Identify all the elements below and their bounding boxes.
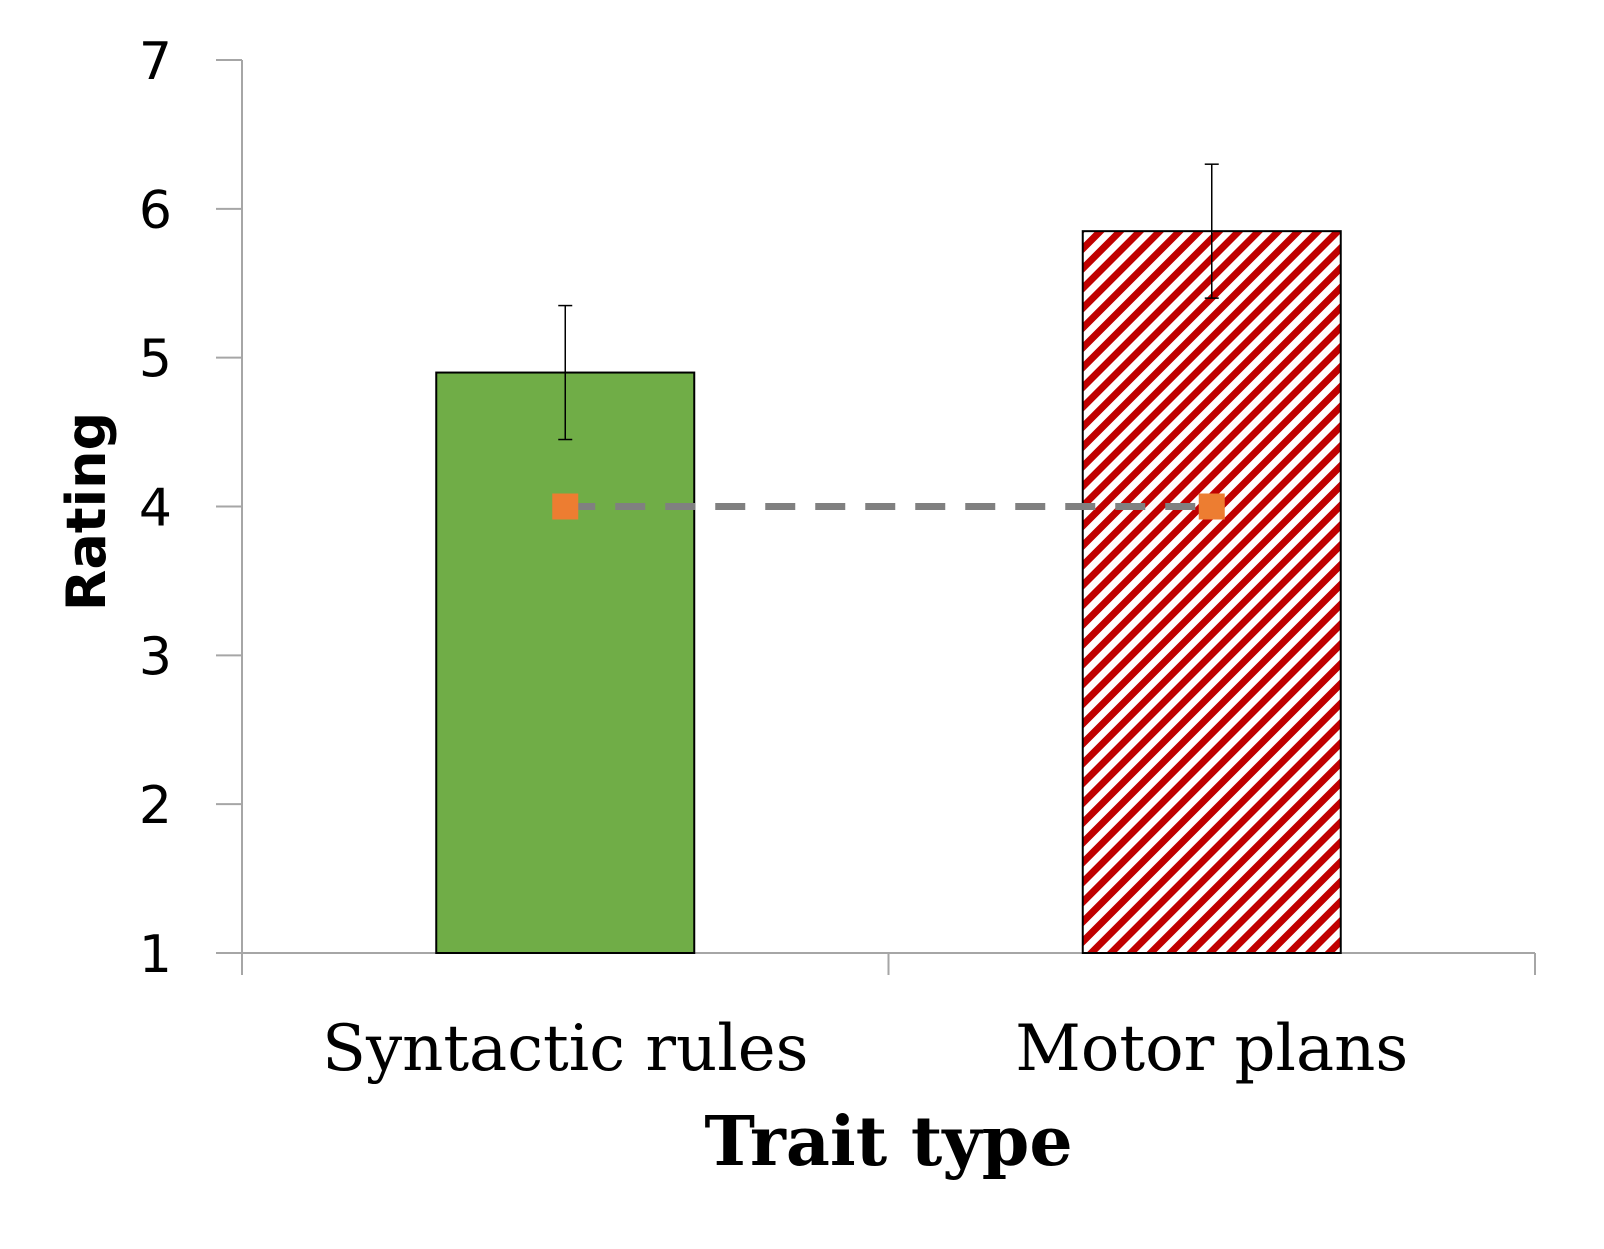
y-tick-label: 2 <box>139 776 172 836</box>
x-axis-title: Trait type <box>704 1102 1072 1182</box>
x-category-label: Motor plans <box>1015 1012 1408 1086</box>
axes: 1 2 3 4 5 6 7 <box>139 32 1536 985</box>
y-tick-label: 5 <box>139 330 172 390</box>
y-tick-label: 3 <box>139 627 172 687</box>
bar-2 <box>1081 230 1342 955</box>
error-bars <box>558 163 1219 441</box>
y-tick-label: 6 <box>139 181 172 241</box>
y-axis-title: Rating <box>55 412 118 611</box>
x-category-label: Syntactic rules <box>322 1012 808 1086</box>
y-tick-label: 7 <box>139 32 172 92</box>
labels: Syntactic rules Motor plans Trait type Rati… <box>55 412 1408 1182</box>
reference-line <box>552 493 1225 520</box>
reference-marker-2 <box>1198 493 1225 520</box>
y-tick-label: 1 <box>139 925 172 985</box>
y-tick-label: 4 <box>139 479 172 539</box>
bars <box>435 230 1342 955</box>
reference-marker-1 <box>552 493 579 520</box>
bar-1 <box>435 371 696 954</box>
